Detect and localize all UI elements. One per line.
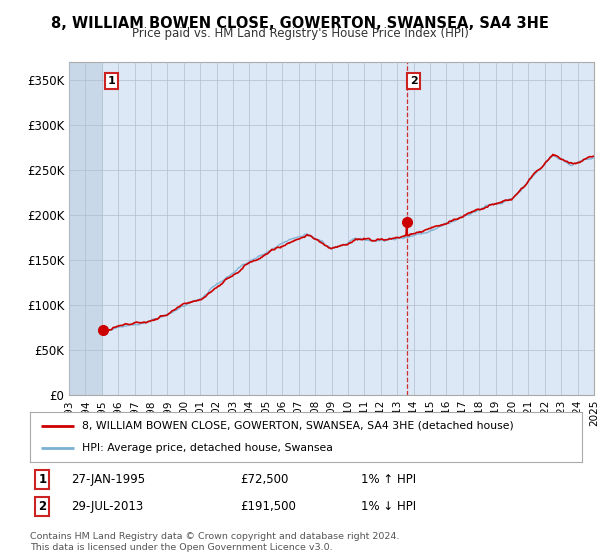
Text: £191,500: £191,500 — [240, 500, 296, 513]
Text: 8, WILLIAM BOWEN CLOSE, GOWERTON, SWANSEA, SA4 3HE: 8, WILLIAM BOWEN CLOSE, GOWERTON, SWANSE… — [51, 16, 549, 31]
Text: 29-JUL-2013: 29-JUL-2013 — [71, 500, 143, 513]
Text: Contains HM Land Registry data © Crown copyright and database right 2024.: Contains HM Land Registry data © Crown c… — [30, 532, 400, 541]
Text: 2: 2 — [38, 500, 46, 513]
Bar — [69, 62, 103, 395]
Text: 2: 2 — [410, 76, 418, 86]
Text: 1: 1 — [108, 76, 116, 86]
Text: HPI: Average price, detached house, Swansea: HPI: Average price, detached house, Swan… — [82, 443, 334, 453]
Text: 1% ↑ HPI: 1% ↑ HPI — [361, 473, 416, 486]
Text: Price paid vs. HM Land Registry's House Price Index (HPI): Price paid vs. HM Land Registry's House … — [131, 27, 469, 40]
Text: 27-JAN-1995: 27-JAN-1995 — [71, 473, 146, 486]
Text: 1: 1 — [38, 473, 46, 486]
Text: £72,500: £72,500 — [240, 473, 288, 486]
Text: This data is licensed under the Open Government Licence v3.0.: This data is licensed under the Open Gov… — [30, 543, 332, 552]
Text: 1% ↓ HPI: 1% ↓ HPI — [361, 500, 416, 513]
Text: 8, WILLIAM BOWEN CLOSE, GOWERTON, SWANSEA, SA4 3HE (detached house): 8, WILLIAM BOWEN CLOSE, GOWERTON, SWANSE… — [82, 421, 514, 431]
